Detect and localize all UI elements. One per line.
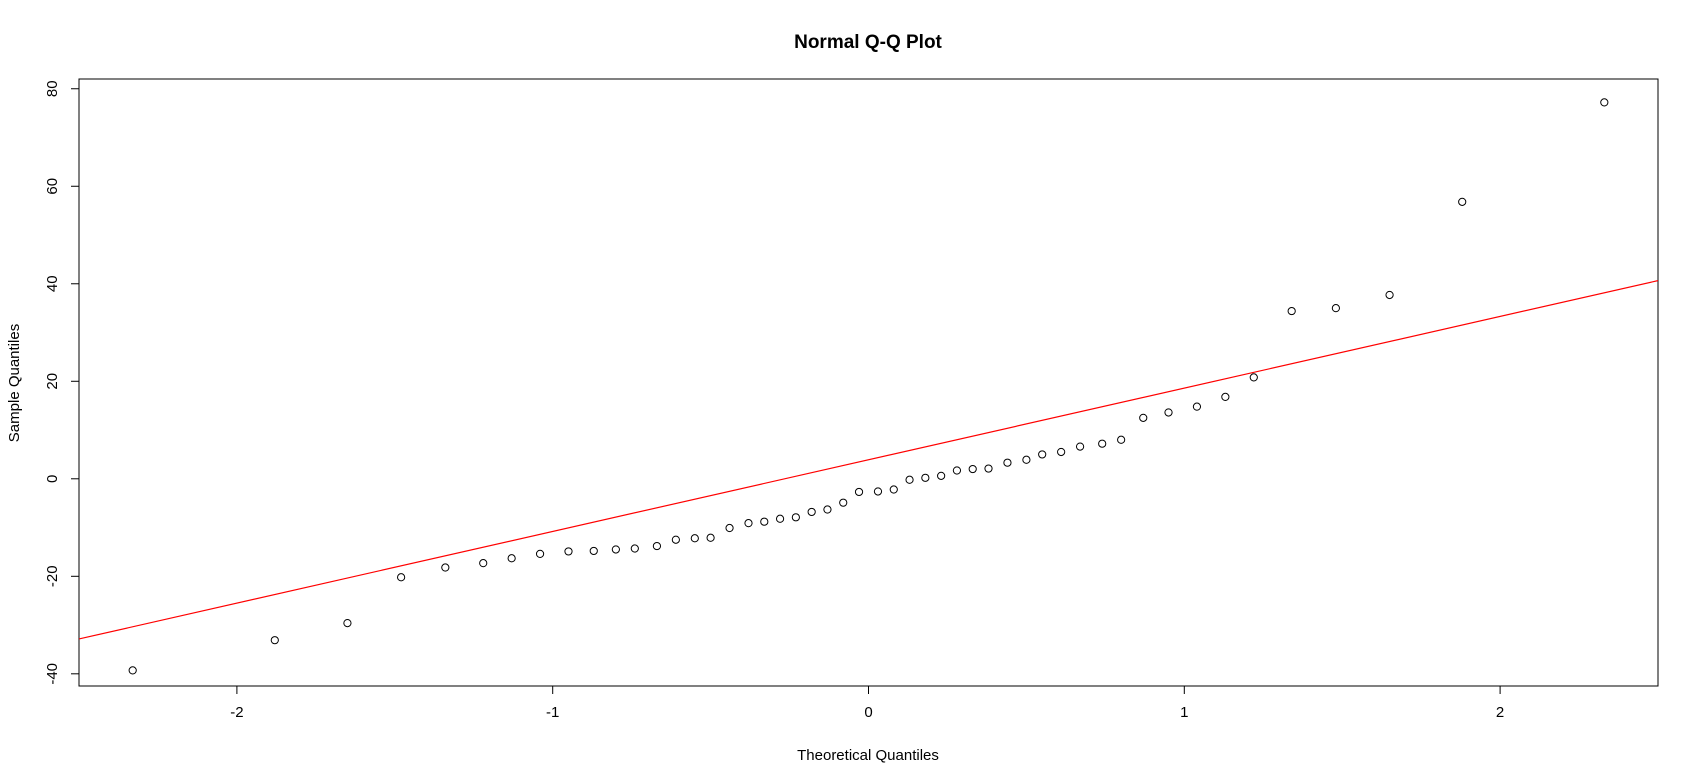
data-point xyxy=(1098,439,1107,448)
data-point xyxy=(507,554,516,563)
data-point xyxy=(952,466,962,475)
y-axis-label: Sample Quantiles xyxy=(6,324,23,442)
x-tick-label: 2 xyxy=(1496,704,1504,721)
data-point xyxy=(775,514,785,523)
data-point xyxy=(823,505,832,514)
data-point xyxy=(854,487,864,497)
x-tick-label: -1 xyxy=(546,704,559,721)
data-point xyxy=(479,559,488,568)
data-point xyxy=(1139,413,1148,422)
data-point xyxy=(744,519,753,528)
data-point xyxy=(1164,408,1173,417)
data-point xyxy=(652,541,662,551)
data-point xyxy=(1385,290,1394,300)
data-point xyxy=(1600,98,1609,107)
data-point xyxy=(1458,197,1467,206)
data-point xyxy=(1287,306,1296,316)
data-point xyxy=(1038,450,1047,459)
data-point xyxy=(921,473,930,482)
data-point xyxy=(1075,442,1085,451)
x-tick-label: 1 xyxy=(1180,704,1188,721)
data-point xyxy=(1331,304,1340,313)
data-point xyxy=(343,619,352,628)
y-tick-label: 40 xyxy=(44,275,61,292)
x-tick-label: 0 xyxy=(864,704,872,721)
data-point xyxy=(690,534,699,543)
data-point xyxy=(535,549,545,558)
data-point xyxy=(611,545,620,554)
data-point xyxy=(760,517,769,526)
data-point xyxy=(791,513,800,522)
data-point xyxy=(905,475,914,484)
data-point xyxy=(441,563,450,572)
y-tick-label: 80 xyxy=(44,80,61,97)
data-point xyxy=(564,547,573,556)
data-point xyxy=(630,544,639,553)
y-tick-label: 0 xyxy=(44,475,61,483)
y-tick-label: 60 xyxy=(44,178,61,195)
y-tick-label: 20 xyxy=(44,373,61,390)
x-tick-label: -2 xyxy=(230,704,243,721)
data-point xyxy=(839,498,848,507)
data-point xyxy=(1221,392,1230,401)
reference-line xyxy=(79,280,1658,640)
data-point xyxy=(1117,435,1126,444)
data-point xyxy=(889,485,898,494)
plot-area: -2 -1 0 1 2 -40 -20 0 20 40 60 80 xyxy=(44,78,1659,721)
data-point xyxy=(937,471,946,480)
y-tick-label: -20 xyxy=(44,565,61,587)
data-point xyxy=(968,464,977,474)
data-point xyxy=(1249,373,1258,382)
data-point xyxy=(128,666,137,675)
data-point xyxy=(270,636,279,645)
chart-title: Normal Q-Q Plot xyxy=(794,32,942,53)
data-point xyxy=(725,523,734,533)
y-tick-label: -40 xyxy=(44,663,61,685)
x-axis-label: Theoretical Quantiles xyxy=(797,747,939,764)
data-point xyxy=(1022,455,1031,464)
data-point xyxy=(873,487,883,496)
data-point xyxy=(671,535,680,544)
data-point xyxy=(706,533,715,542)
data-point xyxy=(1057,447,1066,457)
data-point xyxy=(807,507,816,517)
data-point xyxy=(589,546,598,556)
data-point xyxy=(1192,402,1202,411)
data-point xyxy=(1003,458,1012,467)
data-point xyxy=(984,464,993,473)
data-point xyxy=(397,573,406,582)
